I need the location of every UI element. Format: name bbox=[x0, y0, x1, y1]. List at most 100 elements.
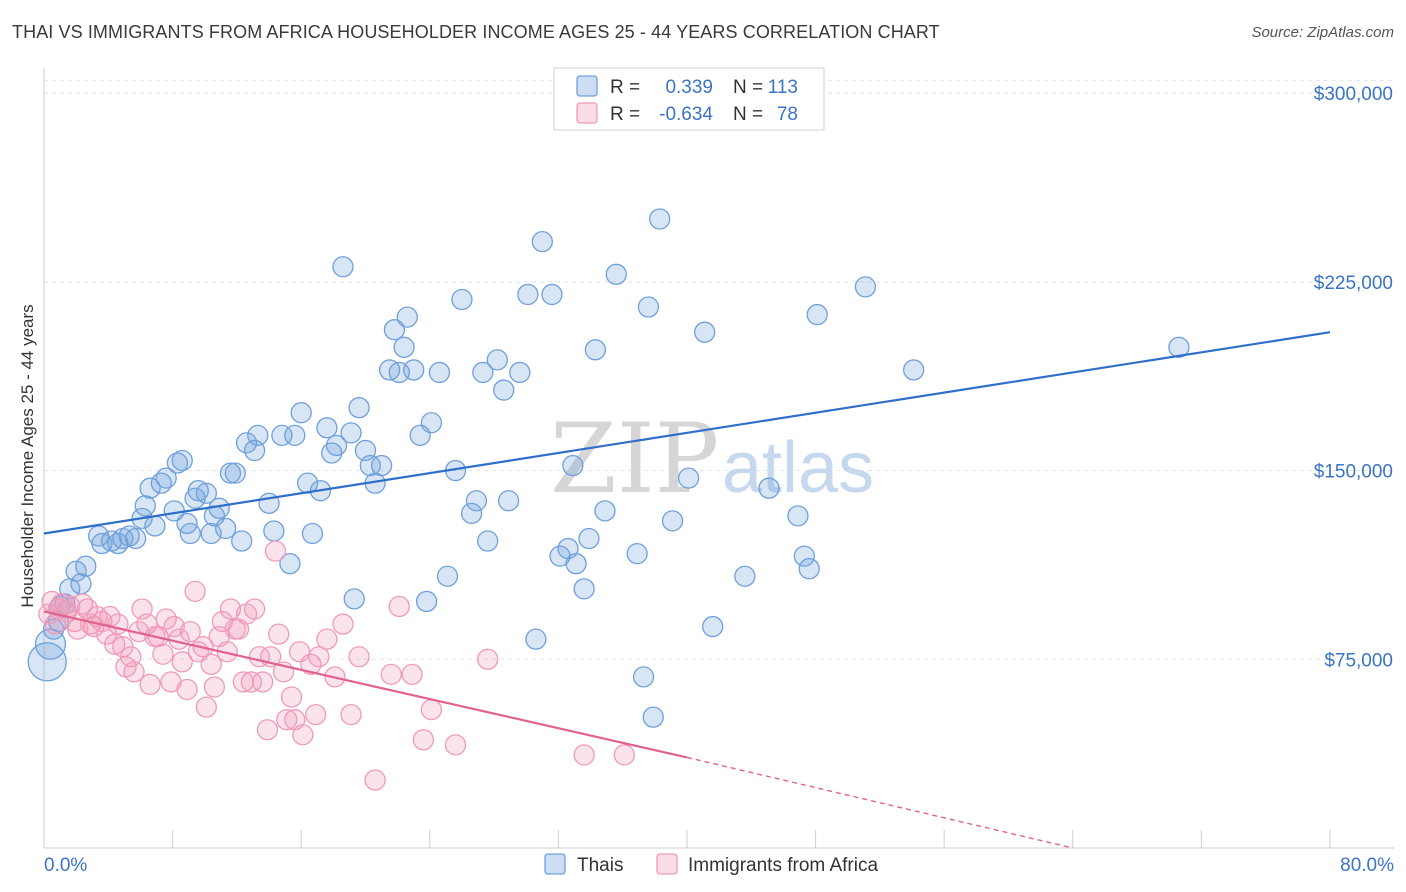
thai-point-41 bbox=[263, 520, 285, 542]
thai-point-88 bbox=[565, 553, 587, 575]
africa-point-61 bbox=[280, 686, 303, 708]
thai-point-44 bbox=[284, 424, 306, 447]
africa-point-73 bbox=[364, 769, 386, 791]
thai-point-24 bbox=[171, 449, 193, 472]
thai-point-103 bbox=[734, 565, 756, 587]
thai-point-79 bbox=[497, 490, 520, 512]
legend-r-value-africa: -0.634 bbox=[659, 104, 713, 125]
africa-point-60 bbox=[276, 709, 298, 731]
africa-point-65 bbox=[300, 653, 322, 675]
legend-swatch-africa bbox=[576, 102, 598, 124]
africa-point-67 bbox=[308, 646, 330, 668]
thai-point-76 bbox=[477, 530, 499, 552]
africa-point-74 bbox=[380, 663, 402, 686]
thai-point-75 bbox=[472, 361, 494, 384]
thai-point-53 bbox=[340, 422, 362, 444]
trend-lines bbox=[43, 331, 1331, 849]
thai-point-54 bbox=[343, 588, 365, 610]
africa-point-76 bbox=[412, 729, 435, 751]
africa-point-51 bbox=[240, 671, 263, 693]
thai-point-80 bbox=[509, 361, 531, 384]
thai-point-82 bbox=[525, 628, 547, 650]
thai-point-111 bbox=[1168, 336, 1190, 358]
africa-point-68 bbox=[316, 628, 338, 650]
thai-point-49 bbox=[316, 417, 338, 439]
thai-point-57 bbox=[359, 454, 381, 477]
watermark-atlas: atlas bbox=[722, 428, 874, 508]
thai-point-15 bbox=[124, 527, 147, 550]
trend-line-africa bbox=[43, 610, 688, 759]
x-tick-label-max: 80.0% bbox=[1340, 855, 1394, 876]
bottom-legend-label-thais: Thais bbox=[577, 855, 623, 876]
legend-r-value-thais: 0.339 bbox=[665, 77, 713, 98]
thai-point-21 bbox=[155, 467, 177, 489]
thai-point-68 bbox=[420, 412, 443, 434]
africa-point-26 bbox=[139, 673, 161, 696]
thai-point-7 bbox=[70, 573, 92, 595]
series-immigrants-from-africa bbox=[38, 540, 635, 791]
thai-point-67 bbox=[415, 590, 438, 613]
africa-point-79 bbox=[477, 648, 499, 670]
thai-point-107 bbox=[798, 558, 820, 580]
y-axis-label: Householder Income Ages 25 - 44 years bbox=[18, 304, 37, 607]
trend-line-thais bbox=[43, 331, 1331, 535]
thai-point-108 bbox=[806, 303, 828, 326]
thai-point-92 bbox=[594, 500, 616, 522]
thai-point-73 bbox=[460, 502, 483, 525]
legend-box bbox=[553, 67, 825, 131]
thai-point-109 bbox=[854, 276, 877, 298]
watermark-zip: ZIP bbox=[550, 403, 719, 515]
africa-point-66 bbox=[305, 703, 327, 726]
africa-point-82 bbox=[401, 663, 423, 686]
thai-point-70 bbox=[436, 565, 459, 587]
bottom-legend-swatch-thais bbox=[544, 853, 566, 875]
thai-point-42 bbox=[271, 424, 293, 447]
thai-point-8 bbox=[75, 555, 97, 577]
thai-point-34 bbox=[219, 462, 242, 484]
thai-point-59 bbox=[370, 454, 393, 477]
thai-point-83 bbox=[531, 230, 553, 253]
thai-point-110 bbox=[903, 359, 925, 381]
thai-point-64 bbox=[396, 306, 418, 328]
africa-point-80 bbox=[573, 744, 595, 766]
thai-point-78 bbox=[493, 379, 515, 401]
africa-point-78 bbox=[444, 734, 467, 756]
thai-point-1 bbox=[34, 628, 67, 660]
thai-point-52 bbox=[332, 256, 354, 278]
axes bbox=[43, 68, 1394, 849]
legend-r-label-africa: R = bbox=[610, 104, 640, 125]
y-tick-label-1: $150,000 bbox=[1314, 462, 1393, 483]
x-tick-labels: 0.0% 80.0% bbox=[44, 855, 1394, 876]
africa-point-58 bbox=[268, 623, 290, 645]
legend-n-value-thais: 113 bbox=[768, 77, 798, 98]
series-legend: Thais Immigrants from Africa bbox=[544, 853, 878, 876]
thai-point-26 bbox=[179, 522, 201, 545]
africa-point-46 bbox=[219, 598, 242, 620]
thai-point-84 bbox=[541, 283, 563, 306]
source-credit: Source: ZipAtlas.com bbox=[1251, 24, 1394, 41]
legend-n-label-thais: N = bbox=[733, 77, 763, 98]
y-tick-labels: $75,000 $150,000 $225,000 $300,000 bbox=[1314, 84, 1393, 671]
thai-point-51 bbox=[325, 434, 348, 457]
thai-point-72 bbox=[451, 288, 473, 311]
chart-title: THAI VS IMMIGRANTS FROM AFRICA HOUSEHOLD… bbox=[12, 22, 940, 42]
thai-point-105 bbox=[787, 505, 809, 527]
thai-point-89 bbox=[573, 578, 595, 600]
thai-point-32 bbox=[208, 497, 230, 519]
africa-point-40 bbox=[195, 696, 218, 718]
thai-point-102 bbox=[702, 615, 724, 638]
series-thais bbox=[27, 208, 1190, 728]
thai-point-91 bbox=[584, 339, 607, 361]
watermark: ZIP atlas bbox=[550, 403, 874, 515]
thai-point-18 bbox=[139, 477, 161, 499]
thai-point-36 bbox=[231, 530, 253, 552]
thai-point-6 bbox=[65, 560, 87, 582]
africa-point-37 bbox=[184, 580, 206, 603]
thai-point-104 bbox=[758, 477, 780, 499]
africa-point-22 bbox=[123, 661, 145, 683]
africa-point-72 bbox=[348, 646, 370, 668]
thai-point-28 bbox=[187, 480, 209, 502]
thai-point-33 bbox=[214, 517, 237, 540]
africa-point-18 bbox=[107, 613, 129, 635]
thai-point-106 bbox=[793, 545, 815, 567]
